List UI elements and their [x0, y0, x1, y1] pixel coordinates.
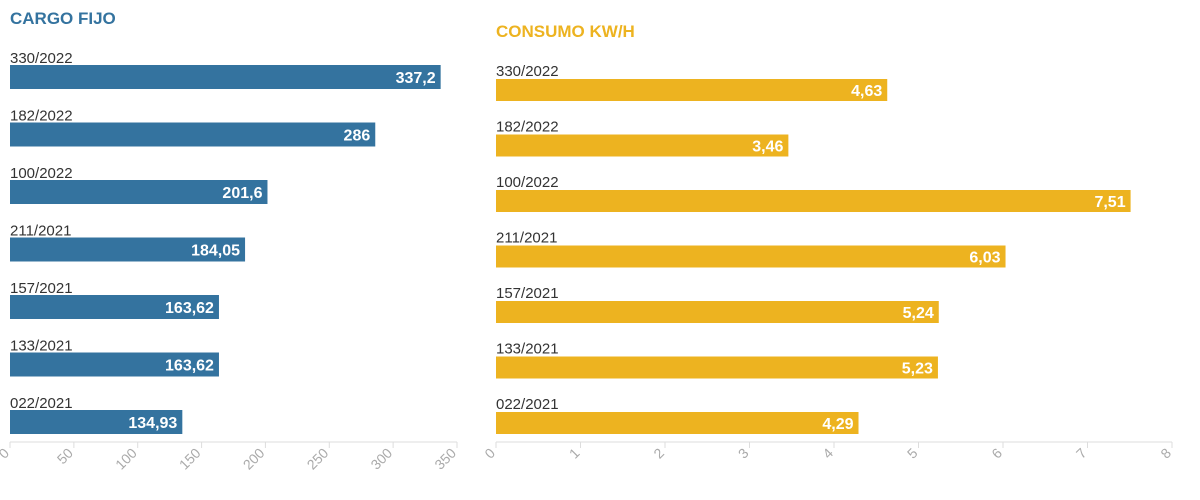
consumo-category-label: 182/2022	[496, 119, 559, 136]
consumo-bar	[496, 301, 939, 323]
cargo-bar	[10, 122, 376, 147]
consumo-bar	[496, 190, 1131, 212]
cargo-value-label: 337,2	[396, 70, 436, 87]
consumo-category-label: 330/2022	[496, 63, 559, 80]
cargo-tick-label: 300	[367, 445, 395, 473]
consumo-category-label: 157/2021	[496, 285, 559, 302]
consumo-value-label: 7,51	[1094, 194, 1125, 211]
consumo-category-label: 211/2021	[496, 230, 557, 247]
consumo-bar	[496, 245, 1006, 268]
cargo-tick-label: 150	[176, 445, 204, 473]
cargo-value-label: 184,05	[191, 243, 240, 260]
consumo-value-label: 5,24	[903, 305, 934, 322]
consumo-value-label: 4,29	[822, 416, 853, 433]
consumo-value-label: 3,46	[752, 139, 783, 156]
cargo-bar	[10, 410, 183, 434]
cargo-bar	[10, 180, 268, 204]
cargo-bar	[10, 237, 246, 262]
cargo-tick-label: 200	[240, 445, 268, 473]
cargo-value-label: 201,6	[222, 185, 262, 202]
consumo-category-label: 022/2021	[496, 396, 559, 413]
consumo-bar	[496, 412, 859, 434]
consumo-value-label: 6,03	[969, 250, 1000, 267]
cargo-category-label: 157/2021	[10, 280, 73, 297]
cargo-category-label: 211/2021	[10, 223, 71, 240]
consumo-category-label: 133/2021	[496, 341, 559, 358]
consumo-bar	[496, 356, 938, 379]
consumo-value-label: 5,23	[902, 361, 933, 378]
consumo-bar	[496, 134, 789, 157]
consumo-value-label: 4,63	[851, 83, 882, 100]
cargo-tick-label: 100	[112, 445, 140, 473]
cargo-value-label: 134,93	[128, 415, 177, 432]
cargo-value-label: 163,62	[165, 358, 214, 375]
cargo-category-label: 182/2022	[10, 108, 73, 125]
cargo-bar	[10, 295, 219, 319]
cargo-category-label: 133/2021	[10, 338, 73, 355]
cargo-tick-label: 50	[54, 445, 76, 467]
consumo-bar	[496, 79, 888, 101]
chart-title-cargo-fijo: CARGO FIJO	[10, 9, 116, 28]
cargo-bar	[10, 65, 441, 89]
consumo-category-label: 100/2022	[496, 174, 559, 191]
cargo-category-label: 100/2022	[10, 165, 73, 182]
cargo-bar	[10, 352, 219, 377]
cargo-category-label: 330/2022	[10, 50, 73, 67]
cargo-value-label: 286	[344, 128, 371, 145]
cargo-value-label: 163,62	[165, 300, 214, 317]
chart-title-consumo: CONSUMO KW/H	[496, 22, 635, 41]
cargo-category-label: 022/2021	[10, 395, 73, 412]
cargo-tick-label: 350	[431, 445, 459, 473]
cargo-tick-label: 250	[304, 445, 332, 473]
